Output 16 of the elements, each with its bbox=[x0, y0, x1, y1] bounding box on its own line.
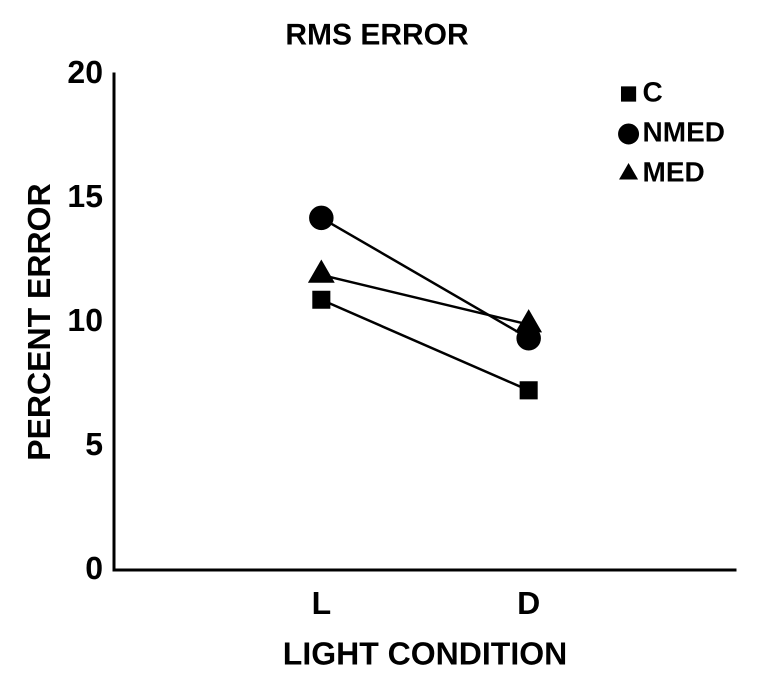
x-tick-label: L bbox=[312, 585, 332, 622]
point bbox=[520, 381, 538, 400]
point bbox=[312, 290, 330, 309]
point bbox=[309, 206, 334, 230]
x-tick-label: D bbox=[517, 585, 540, 622]
y-tick-label: 15 bbox=[67, 178, 103, 214]
legend-label: MED bbox=[642, 156, 705, 188]
y-tick-label: 10 bbox=[67, 302, 103, 338]
y-tick-label: 0 bbox=[85, 550, 103, 586]
chart-title: RMS ERROR bbox=[285, 18, 470, 52]
legend-label: C bbox=[642, 76, 663, 108]
y-tick-label: 5 bbox=[85, 426, 103, 462]
legend-label: NMED bbox=[642, 116, 726, 148]
x-axis-title: LIGHT CONDITION bbox=[282, 636, 568, 672]
y-tick-label: 20 bbox=[67, 54, 103, 90]
y-axis-title: PERCENT ERROR bbox=[21, 183, 58, 461]
